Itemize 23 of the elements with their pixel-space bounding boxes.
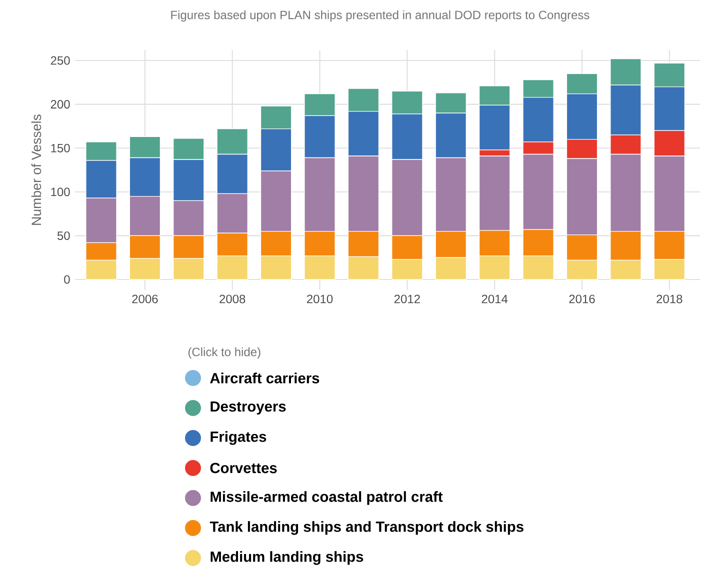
x-tick-label: 2012 (394, 294, 420, 304)
legend-label: Aircraft carriers (210, 372, 320, 384)
legend-label: Missile-armed coastal patrol craft (210, 491, 443, 505)
x-tick-label: 2010 (307, 294, 333, 304)
y-axis-title: Number of Vessels (31, 114, 42, 225)
y-tick-label: 200 (50, 100, 70, 109)
y-tick-label: 50 (57, 231, 70, 240)
x-tick-label: 2016 (569, 294, 595, 304)
y-tick-label: 150 (51, 144, 70, 152)
x-tick-label: 2006 (132, 294, 158, 304)
y-tick-label: 100 (51, 188, 70, 196)
x-tick-label: 2018 (656, 294, 682, 304)
y-tick-label: 250 (50, 56, 70, 65)
legend-label: Tank landing ships and Transport dock ships (210, 521, 524, 535)
legend-label: Medium landing ships (210, 551, 364, 565)
x-tick-label: 2014 (482, 294, 508, 304)
y-tick-label: 0 (64, 275, 70, 284)
legend-label: Frigates (210, 431, 266, 445)
chart-title: Figures based upon PLAN ships presented in annual DOD reports to Congress (171, 10, 590, 22)
legend-label: Destroyers (210, 401, 286, 415)
legend-title: (Click to hide) (188, 347, 260, 359)
legend-label: Corvettes (210, 462, 277, 474)
x-tick-label: 2008 (220, 294, 246, 304)
